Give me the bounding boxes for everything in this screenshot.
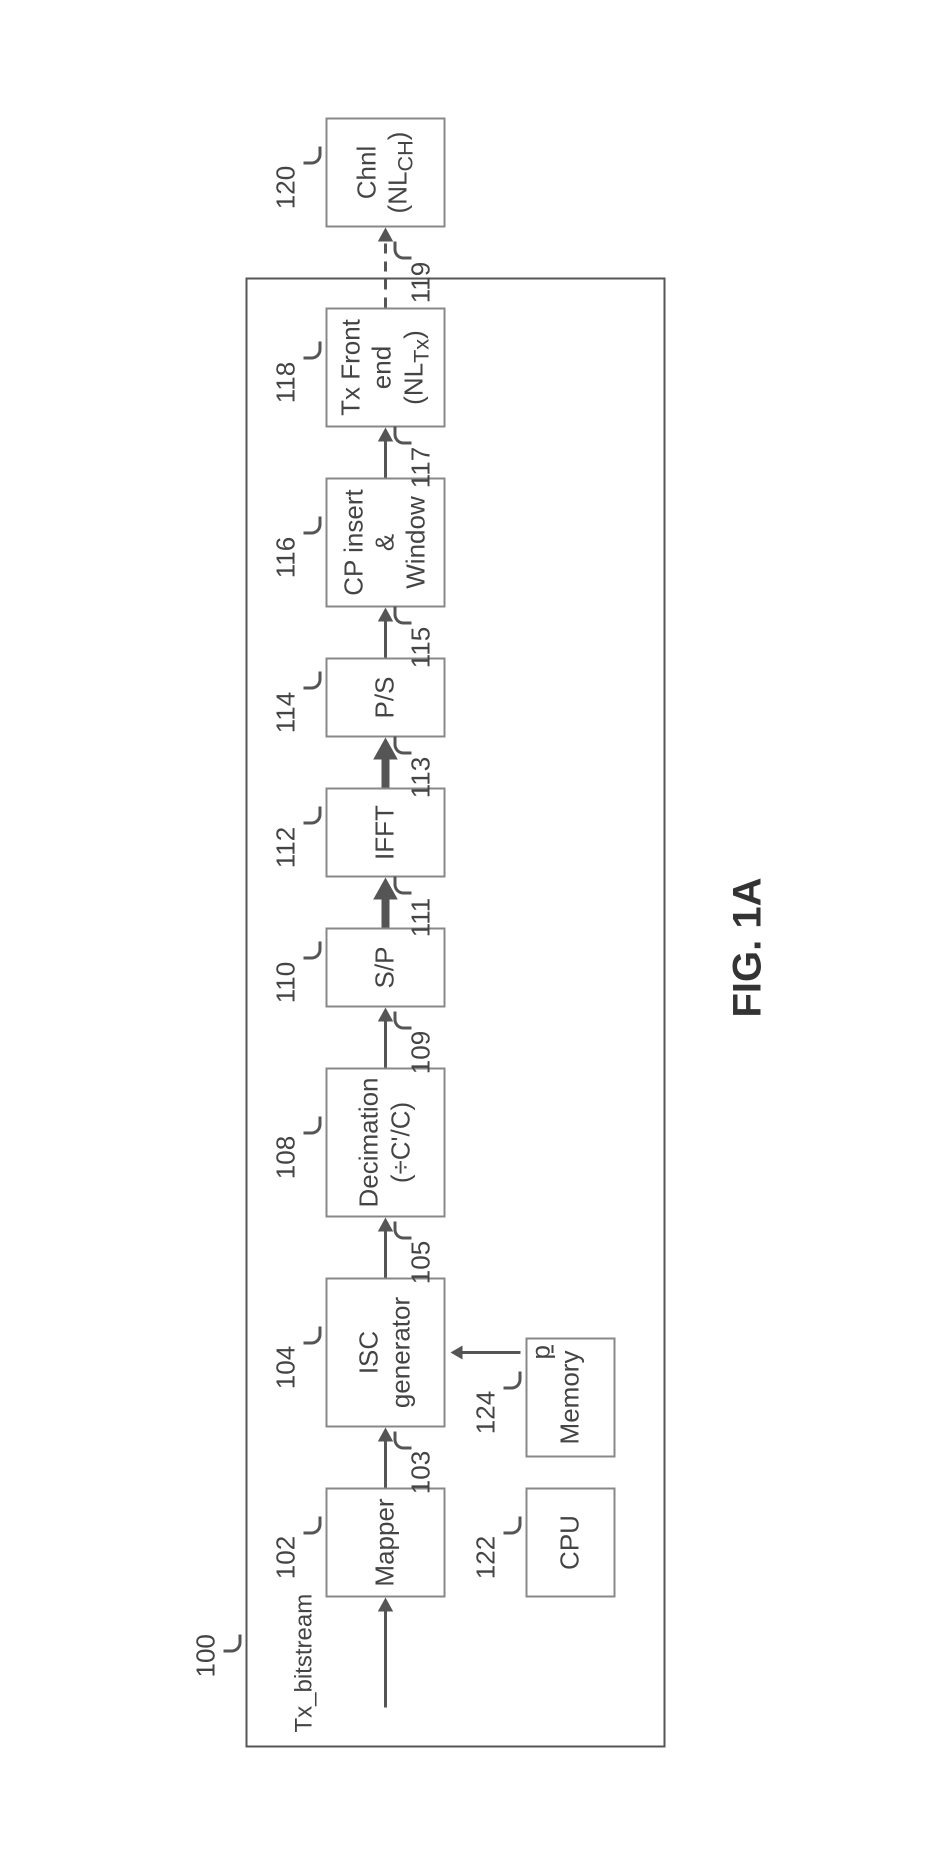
p-label: p — [525, 1345, 556, 1359]
figure-label: FIG. 1A — [725, 877, 770, 1017]
p-arrow — [125, 88, 825, 1788]
